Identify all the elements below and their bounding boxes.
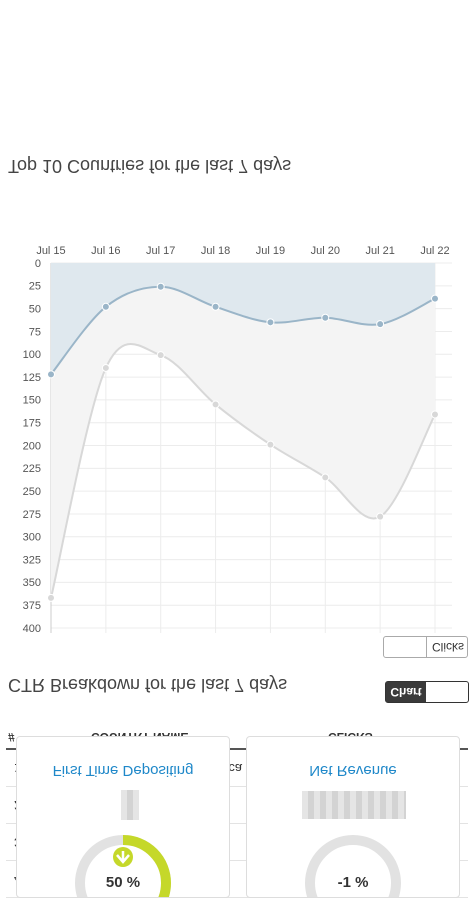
net-revenue-donut: -1 % [305,835,401,897]
legend-clicks-label: Clicks [432,640,464,654]
y-tick-label: 225 [23,463,41,475]
card-first-time-depositing: First Time Depositing 50 % [16,736,230,898]
series-0-point [101,302,110,311]
y-tick-label: 375 [23,600,41,612]
series-0-point [156,282,165,291]
x-tick-label: Jul 19 [256,245,285,257]
y-tick-label: 50 [29,303,41,315]
series-1-point [321,473,330,482]
series-1-area [51,263,435,598]
y-tick-label: 350 [23,577,41,589]
y-tick-label: 100 [23,349,41,361]
series-1-point [156,351,165,360]
arrow-down-icon [113,847,133,867]
series-0-point [431,294,439,303]
card-net-revenue: Net Revenue -1 % [246,736,460,898]
y-tick-label: 25 [29,281,41,293]
series-0-area [51,263,435,375]
series-1-point [266,440,275,449]
ctr-title: CTR Breakdown for the last 7 days [8,675,288,695]
y-tick-label: 175 [23,418,41,430]
x-tick-label: Jul 22 [420,245,449,257]
series-0-point [211,302,220,311]
x-tick-label: Jul 17 [146,245,175,257]
x-tick-label: Jul 16 [91,245,120,257]
y-tick-label: 275 [23,509,41,521]
chart-toggle-label: Chart [386,682,426,702]
ftd-donut: 50 % [75,835,171,897]
y-tick-label: 200 [23,440,41,452]
y-tick-label: 125 [23,372,41,384]
series-0-point [376,320,385,329]
x-tick-label: Jul 15 [36,245,65,257]
legend-swatch [384,637,427,657]
legend-clicks-button[interactable]: Clicks [383,636,468,658]
y-tick-label: 150 [23,395,41,407]
net-revenue-percent: -1 % [338,874,369,891]
series-1-point [47,593,55,602]
series-0-point [266,318,275,327]
y-tick-label: 300 [23,532,41,544]
series-1-point [101,363,110,372]
x-tick-label: Jul 21 [365,245,394,257]
series-0-point [47,370,55,379]
x-tick-label: Jul 20 [311,245,340,257]
chart-toggle[interactable]: Chart [385,681,469,703]
y-tick-label: 400 [23,623,41,635]
y-tick-label: 75 [29,326,41,338]
y-tick-label: 325 [23,554,41,566]
series-1-point [376,512,385,521]
y-tick-label: 0 [35,258,41,270]
series-0-point [321,313,330,322]
x-tick-label: Jul 18 [201,245,230,257]
series-1-point [431,410,439,419]
series-1-point [211,400,220,409]
ftd-percent: 50 % [106,874,140,891]
y-tick-label: 250 [23,486,41,498]
